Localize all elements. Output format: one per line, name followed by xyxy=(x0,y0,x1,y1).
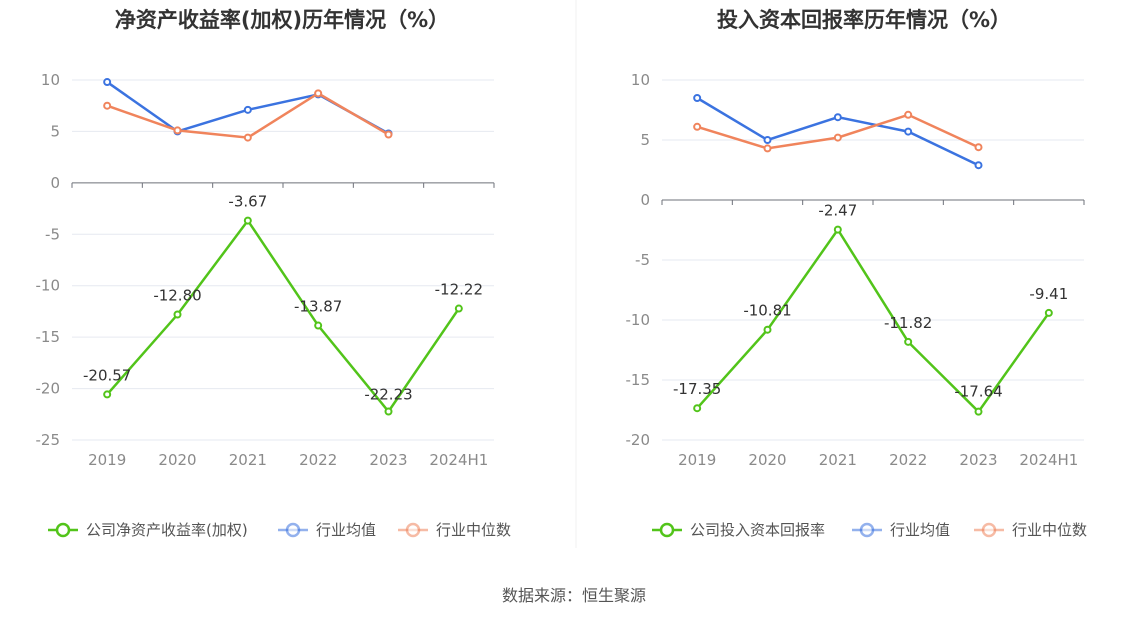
chart-title-roic: 投入资本回报率历年情况（%） xyxy=(716,8,1012,32)
roe-series-line-company xyxy=(106,218,460,414)
roe-point-company xyxy=(384,407,393,416)
roic-point-median xyxy=(974,143,983,152)
roe-point-median xyxy=(314,89,323,98)
roe-y-tick-label: 5 xyxy=(50,122,60,140)
roe-point-company xyxy=(173,310,182,319)
roe-legend-label-company: 公司净资产收益率(加权) xyxy=(86,521,248,539)
roe-y-tick-label: -15 xyxy=(36,328,61,346)
roe-point-average xyxy=(103,78,112,87)
roic-point-median xyxy=(904,110,913,119)
roic-point-average xyxy=(904,127,913,136)
roe-point-median xyxy=(103,101,112,110)
roic-data-label: -10.81 xyxy=(743,302,791,320)
roe-data-label: -13.87 xyxy=(294,298,342,316)
roic-point-average xyxy=(693,94,702,102)
roe-y-tick-label: -10 xyxy=(36,277,61,295)
roe-point-company xyxy=(454,304,463,313)
roic-legend-label-average: 行业均值 xyxy=(890,521,950,539)
roic-y-tick-label: -15 xyxy=(626,371,651,389)
roic-legend-label-median: 行业中位数 xyxy=(1012,521,1087,539)
roic-point-average xyxy=(833,113,842,122)
roic-y-tick-label: -20 xyxy=(626,431,651,449)
roe-x-tick-label-2021: 2021 xyxy=(229,451,267,469)
roic-x-tick-label-2019: 2019 xyxy=(678,451,716,469)
roe-data-label: -3.67 xyxy=(228,193,267,211)
source-label: 数据来源：恒生聚源 xyxy=(501,586,646,605)
roic-y-tick-label: 10 xyxy=(631,71,650,89)
roe-x-tick-label-2022: 2022 xyxy=(299,451,337,469)
roe-x-tick-label-2024H1: 2024H1 xyxy=(429,451,488,469)
roe-data-label: -12.22 xyxy=(435,281,483,299)
roic-point-median xyxy=(693,122,702,131)
roic-point-average xyxy=(763,136,772,144)
roe-point-company xyxy=(243,216,252,225)
roe-legend-swatch-marker xyxy=(285,522,301,538)
roic-data-label: -2.47 xyxy=(818,202,857,220)
roic-y-tick-label: -5 xyxy=(635,251,650,269)
roic-point-company xyxy=(833,225,842,234)
roic-y-tick-label: -10 xyxy=(626,311,651,329)
roe-legend-label-average: 行业均值 xyxy=(316,521,376,539)
chart-title-roe: 净资产收益率(加权)历年情况（%） xyxy=(114,8,450,32)
roic-x-tick-label-2020: 2020 xyxy=(748,451,786,469)
roic-point-company xyxy=(974,407,983,416)
roic-x-tick-label-2023: 2023 xyxy=(959,451,997,469)
roic-series-line-company xyxy=(696,227,1050,414)
roic-point-average xyxy=(974,161,983,170)
roic-data-label: -9.41 xyxy=(1029,285,1068,303)
roe-legend-label-median: 行业中位数 xyxy=(436,521,511,539)
roic-x-tick-label-2024H1: 2024H1 xyxy=(1019,451,1078,469)
roic-point-company xyxy=(904,337,913,346)
roe-y-tick-label: 10 xyxy=(41,71,60,89)
roe-data-label: -20.57 xyxy=(83,366,131,384)
roic-y-tick-label: 0 xyxy=(640,191,650,209)
roe-point-company xyxy=(103,390,112,399)
roe-point-median xyxy=(384,130,393,139)
roic-legend-swatch-marker xyxy=(659,522,675,538)
roe-point-median xyxy=(243,133,252,142)
roic-point-median xyxy=(833,133,842,142)
roic-data-label: -17.64 xyxy=(954,383,1002,401)
roe-legend-swatch-marker xyxy=(55,522,71,538)
roe-point-company xyxy=(314,321,323,330)
roe-data-label: -22.23 xyxy=(364,386,412,404)
roic-point-company xyxy=(693,404,702,413)
roic-x-tick-label-2021: 2021 xyxy=(819,451,857,469)
roic-point-company xyxy=(763,325,772,334)
roe-y-tick-label: -5 xyxy=(45,225,60,243)
roe-y-tick-label: 0 xyxy=(50,174,60,192)
roic-point-company xyxy=(1044,308,1053,317)
roe-x-tick-label-2023: 2023 xyxy=(369,451,407,469)
roe-x-tick-label-2019: 2019 xyxy=(88,451,126,469)
roe-point-average xyxy=(243,105,252,114)
roic-legend-swatch-marker xyxy=(859,522,875,538)
roe-x-tick-label-2020: 2020 xyxy=(158,451,196,469)
roic-x-tick-label-2022: 2022 xyxy=(889,451,927,469)
roic-legend-swatch-marker xyxy=(981,522,997,538)
roe-y-tick-label: -25 xyxy=(36,431,61,449)
roe-legend-swatch-marker xyxy=(405,522,421,538)
roe-data-label: -12.80 xyxy=(153,287,201,305)
roe-y-tick-label: -20 xyxy=(36,380,61,398)
roic-data-label: -11.82 xyxy=(884,314,932,332)
roic-data-label: -17.35 xyxy=(673,380,721,398)
roic-series-line-average xyxy=(696,96,980,167)
roic-point-median xyxy=(763,144,772,153)
roic-y-tick-label: 5 xyxy=(640,131,650,149)
roic-legend-label-company: 公司投入资本回报率 xyxy=(690,521,825,539)
roe-point-median xyxy=(173,126,182,135)
